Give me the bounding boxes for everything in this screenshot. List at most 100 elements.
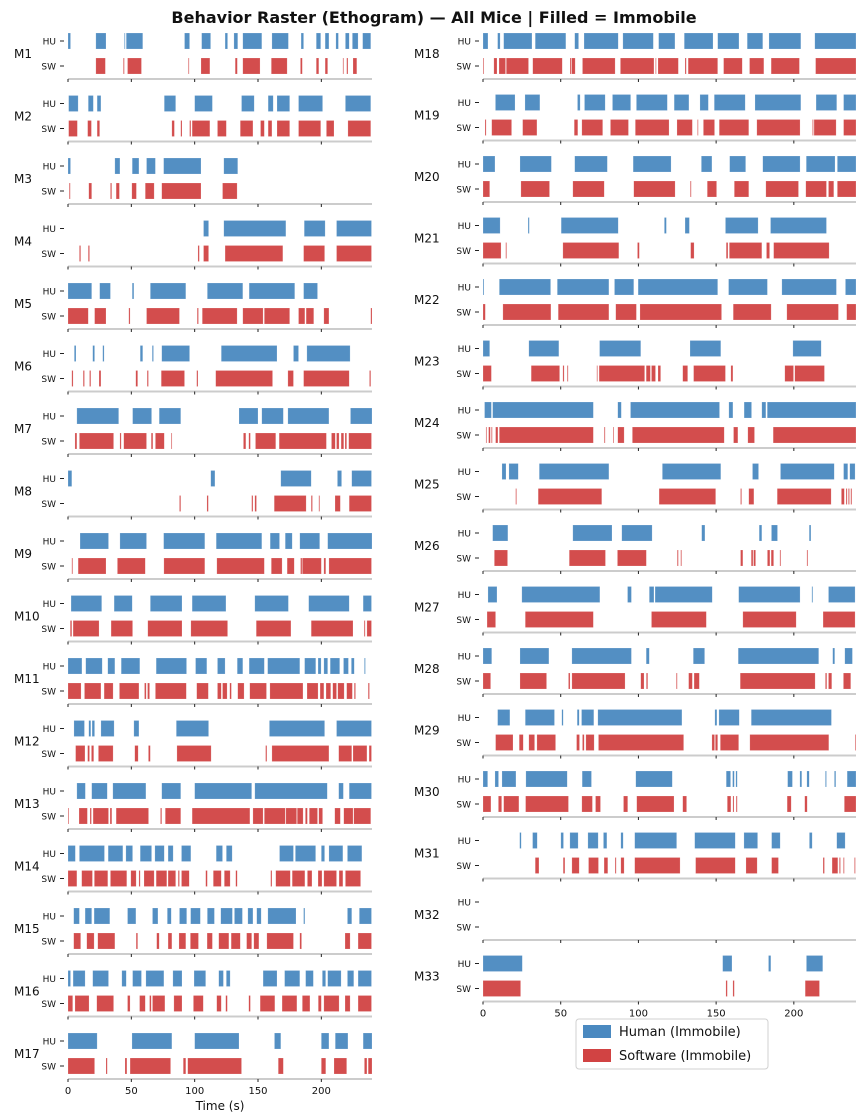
software-immobile-bar (822, 857, 825, 874)
software-immobile-bar (784, 365, 794, 382)
human-immobile-bar (72, 970, 86, 987)
human-immobile-bar (145, 970, 165, 987)
software-immobile-bar (348, 432, 372, 450)
human-immobile-bar (215, 845, 223, 862)
human-immobile-bar (335, 1032, 349, 1050)
human-immobile-bar (560, 832, 564, 849)
human-immobile-bar (806, 770, 810, 788)
human-immobile-bar (163, 157, 202, 175)
software-immobile-bar (598, 734, 684, 751)
human-immobile-bar (664, 217, 667, 234)
software-immobile-bar (88, 245, 90, 262)
software-immobile-bar (73, 932, 81, 950)
software-immobile-bar (224, 245, 284, 262)
software-immobile-bar (506, 57, 529, 75)
software-immobile-bar (94, 870, 109, 887)
row-label-sw: SW (456, 555, 471, 565)
human-immobile-bar (662, 463, 722, 480)
mouse-row-M22: M22 HU SW (414, 278, 857, 328)
software-immobile-bar (271, 557, 283, 575)
human-immobile-bar (305, 970, 314, 987)
mouse-label: M7 (14, 422, 32, 436)
mouse-row-M31: M31 HU SW (414, 832, 856, 882)
software-immobile-bar (91, 745, 94, 762)
software-immobile-bar (655, 57, 657, 75)
human-immobile-bar (717, 32, 740, 50)
mouse-row-M27: M27 HU SW (414, 586, 856, 636)
software-immobile-bar (848, 488, 850, 505)
row-label-hu: HU (458, 407, 471, 417)
software-immobile-bar (234, 57, 238, 75)
software-immobile-bar (677, 549, 679, 567)
row-label-sw: SW (456, 432, 471, 442)
software-immobile-bar (331, 432, 336, 450)
human-immobile-bar (347, 907, 352, 925)
human-immobile-bar (191, 595, 227, 612)
software-immobile-bar (680, 549, 682, 567)
human-immobile-bar (184, 32, 190, 50)
human-immobile-bar (843, 94, 857, 111)
human-immobile-bar (321, 845, 325, 862)
software-immobile-bar (196, 682, 209, 700)
software-immobile-bar (482, 365, 492, 382)
software-immobile-bar (491, 426, 493, 444)
human-immobile-bar (815, 94, 837, 111)
software-immobile-bar (352, 745, 368, 762)
human-immobile-bar (673, 94, 690, 111)
software-immobile-bar (532, 57, 563, 75)
software-immobile-bar (363, 620, 366, 637)
row-label-hu: HU (458, 591, 471, 601)
human-immobile-bar (534, 32, 567, 50)
software-immobile-bar (84, 682, 102, 700)
human-immobile-bar (539, 463, 610, 480)
software-immobile-bar (482, 303, 486, 321)
software-immobile-bar (190, 932, 199, 950)
software-immobile-bar (86, 932, 95, 950)
human-immobile-bar (99, 282, 111, 300)
mouse-row-M24: M24 HU SW (414, 401, 857, 451)
software-immobile-bar (515, 488, 517, 505)
human-immobile-bar (492, 401, 594, 419)
human-immobile-bar (599, 340, 641, 357)
software-immobile-bar (321, 1057, 327, 1075)
software-immobile-bar (252, 807, 264, 825)
software-immobile-bar (603, 857, 609, 874)
software-immobile-bar (71, 370, 74, 387)
human-immobile-bar (76, 407, 119, 425)
mouse-label: M25 (414, 478, 440, 492)
row-label-sw: SW (456, 247, 471, 257)
human-immobile-bar (323, 657, 328, 675)
human-immobile-bar (728, 278, 768, 296)
software-immobile-bar (353, 807, 371, 825)
software-immobile-bar (690, 242, 695, 259)
human-immobile-bar (95, 32, 107, 50)
human-immobile-bar (306, 345, 351, 362)
software-immobile-bar (369, 370, 371, 387)
software-immobile-bar (646, 672, 648, 690)
human-immobile-bar (276, 95, 290, 112)
software-immobile-bar (581, 119, 603, 136)
human-immobile-bar (327, 532, 373, 550)
software-immobile-bar (505, 242, 507, 259)
x-tick-label: 150 (707, 1009, 726, 1020)
human-immobile-bar (620, 832, 624, 849)
human-immobile-bar (112, 782, 147, 800)
software-immobile-bar (482, 672, 491, 690)
software-immobile-bar (87, 120, 92, 137)
software-immobile-bar (687, 57, 718, 75)
software-immobile-bar (569, 57, 572, 75)
software-immobile-bar (167, 932, 173, 950)
software-immobile-bar (138, 870, 141, 887)
software-immobile-bar (278, 1057, 284, 1075)
human-immobile-bar (242, 32, 263, 50)
software-immobile-bar (711, 734, 715, 751)
software-immobile-bar (144, 682, 147, 700)
software-immobile-bar (727, 795, 732, 813)
human-immobile-bar (267, 95, 274, 112)
human-immobile-bar (557, 278, 610, 296)
human-immobile-bar (274, 1032, 282, 1050)
software-immobile-bar (264, 307, 290, 325)
software-immobile-bar (494, 549, 508, 567)
human-immobile-bar (768, 955, 772, 972)
